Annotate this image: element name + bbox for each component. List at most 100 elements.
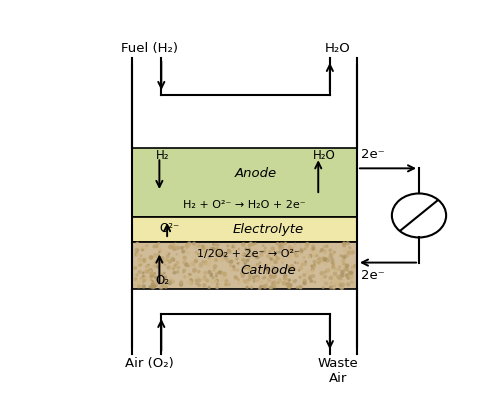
Point <box>185 240 193 247</box>
Point <box>224 243 232 249</box>
Point <box>186 271 194 278</box>
Point <box>160 270 168 277</box>
Point <box>225 281 233 288</box>
Point <box>137 253 145 259</box>
Point <box>274 255 281 262</box>
Point <box>328 277 336 284</box>
Point <box>271 283 279 289</box>
Point <box>338 272 346 279</box>
Point <box>210 265 218 272</box>
Point <box>270 269 278 276</box>
Point <box>208 271 216 277</box>
Point <box>142 264 150 270</box>
Point <box>142 268 150 275</box>
Point <box>244 251 252 258</box>
Point <box>284 264 292 270</box>
Point <box>330 261 338 267</box>
Point <box>200 273 208 280</box>
Point <box>212 267 220 274</box>
Point <box>344 246 352 253</box>
Point <box>262 245 270 251</box>
Point <box>134 241 141 247</box>
Point <box>267 256 275 262</box>
Point <box>132 252 140 258</box>
Point <box>149 278 157 285</box>
Point <box>295 267 303 273</box>
Point <box>160 278 168 284</box>
Point <box>276 244 284 251</box>
Point <box>273 259 281 265</box>
Point <box>291 249 299 256</box>
Point <box>256 285 264 291</box>
Point <box>338 259 345 265</box>
Point <box>206 257 214 264</box>
Point <box>322 268 330 275</box>
Point <box>208 246 216 252</box>
Point <box>278 257 286 264</box>
Point <box>171 262 179 269</box>
Point <box>242 246 250 252</box>
Point <box>266 273 274 279</box>
Point <box>174 259 182 266</box>
Point <box>189 261 197 267</box>
Point <box>298 261 306 268</box>
Point <box>149 282 157 288</box>
Point <box>332 267 340 274</box>
Point <box>205 262 213 268</box>
Point <box>183 243 191 249</box>
Point <box>140 258 148 265</box>
Point <box>168 276 175 282</box>
Point <box>212 242 220 248</box>
Point <box>136 269 143 275</box>
Point <box>244 279 252 286</box>
Point <box>227 258 235 265</box>
Point <box>348 249 356 256</box>
Point <box>310 259 318 265</box>
Point <box>309 245 317 252</box>
Point <box>198 245 206 252</box>
Point <box>322 261 330 267</box>
Point <box>172 246 179 252</box>
Point <box>140 274 148 280</box>
Point <box>166 244 174 250</box>
Point <box>228 268 235 275</box>
Point <box>340 254 348 260</box>
Point <box>146 277 154 283</box>
Point <box>152 255 160 262</box>
Point <box>209 274 217 281</box>
Point <box>350 282 358 288</box>
Point <box>177 279 185 286</box>
Point <box>258 249 266 255</box>
Point <box>284 250 292 257</box>
Point <box>185 273 193 280</box>
Point <box>348 269 356 276</box>
Point <box>140 283 147 290</box>
Point <box>272 259 280 265</box>
Point <box>270 253 278 260</box>
Point <box>239 273 247 279</box>
Point <box>202 245 209 252</box>
Text: H₂O: H₂O <box>325 42 350 55</box>
Point <box>224 259 232 265</box>
Point <box>152 274 160 281</box>
Point <box>264 266 272 273</box>
Point <box>172 242 179 248</box>
Point <box>220 272 228 278</box>
Point <box>164 251 172 257</box>
Point <box>316 255 324 262</box>
Point <box>272 268 280 274</box>
Point <box>202 270 209 276</box>
Point <box>248 284 256 290</box>
Point <box>276 245 284 251</box>
Point <box>297 265 305 271</box>
Point <box>246 242 254 248</box>
Point <box>225 279 233 286</box>
Point <box>336 275 344 282</box>
Point <box>152 243 160 249</box>
Point <box>334 279 342 286</box>
Point <box>157 284 165 291</box>
Point <box>134 283 142 290</box>
Point <box>210 267 218 274</box>
Point <box>239 251 247 257</box>
Point <box>164 253 172 259</box>
